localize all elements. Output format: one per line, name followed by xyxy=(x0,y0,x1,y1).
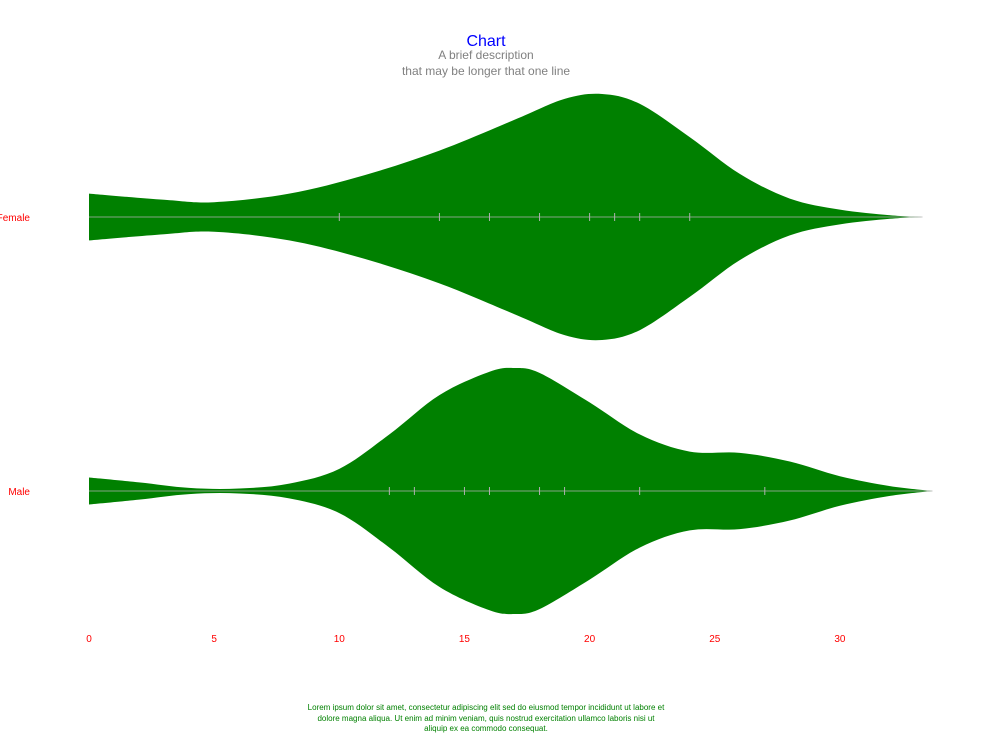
x-tick-label: 10 xyxy=(334,634,346,645)
category-label-female: Female xyxy=(0,213,30,224)
x-tick-label: 15 xyxy=(459,634,471,645)
x-tick-label: 30 xyxy=(834,634,846,645)
chart-subtitle-line-2: that may be longer that one line xyxy=(402,64,570,78)
chart-title: Chart xyxy=(466,33,506,50)
category-label-male: Male xyxy=(8,487,30,498)
x-tick-label: 5 xyxy=(211,634,217,645)
x-tick-label: 25 xyxy=(709,634,721,645)
violin-group: Female Male xyxy=(0,93,933,615)
chart-caption: Lorem ipsum dolor sit amet, consectetur … xyxy=(307,703,665,733)
x-tick-label: 0 xyxy=(86,634,92,645)
x-axis: 0 5 10 15 20 25 30 xyxy=(86,634,846,645)
x-tick-label: 20 xyxy=(584,634,596,645)
chart-subtitle-line-1: A brief description xyxy=(438,48,533,62)
